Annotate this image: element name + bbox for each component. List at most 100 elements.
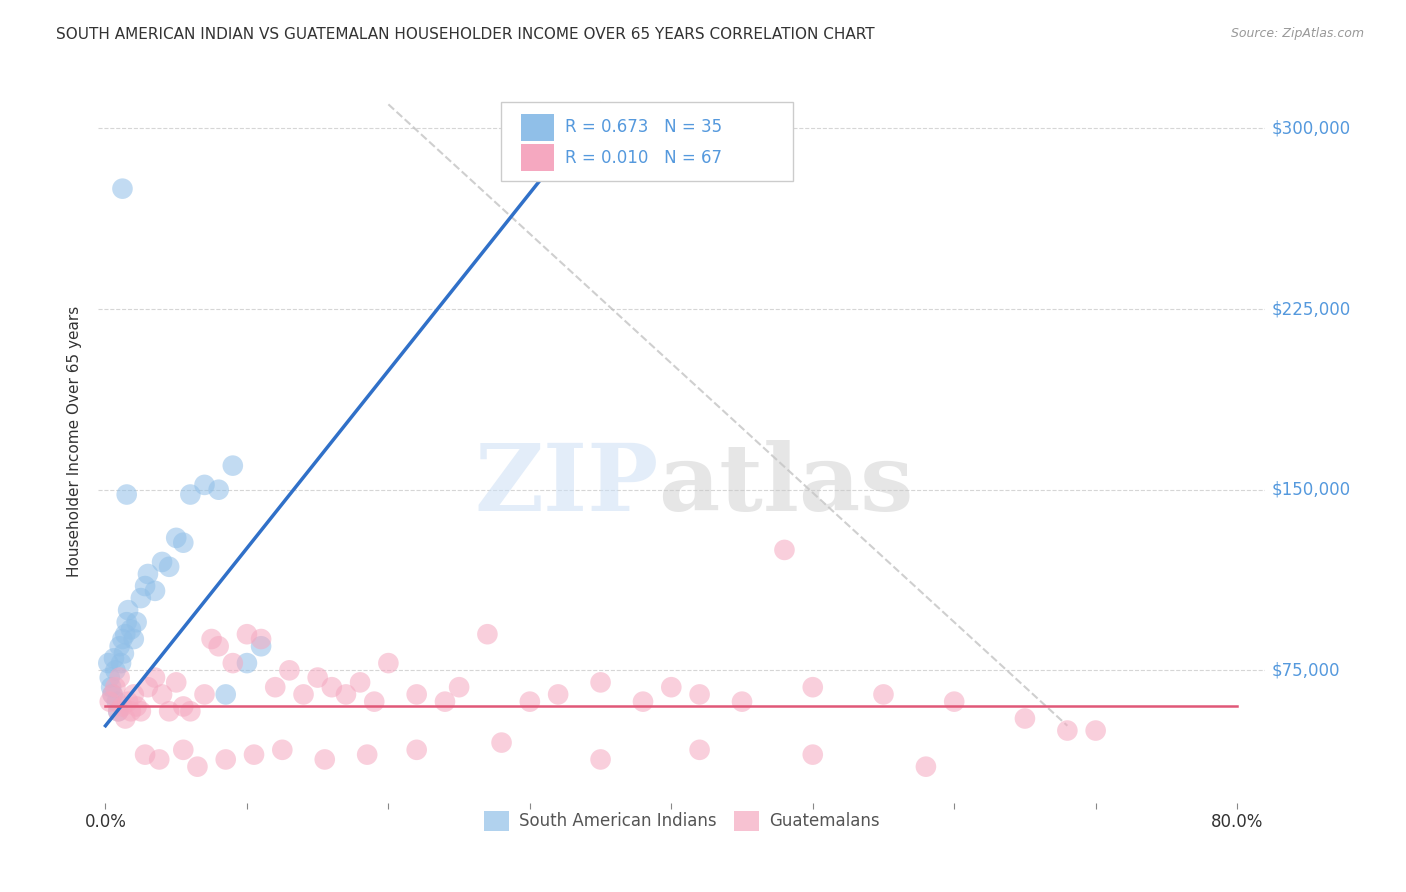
Point xyxy=(491,735,513,749)
Point xyxy=(179,704,201,718)
Point xyxy=(801,747,824,762)
Point xyxy=(314,752,336,766)
Point xyxy=(148,752,170,766)
Text: SOUTH AMERICAN INDIAN VS GUATEMALAN HOUSEHOLDER INCOME OVER 65 YEARS CORRELATION: SOUTH AMERICAN INDIAN VS GUATEMALAN HOUS… xyxy=(56,27,875,42)
FancyBboxPatch shape xyxy=(501,102,793,181)
Point xyxy=(405,743,427,757)
Point xyxy=(222,656,245,670)
Point xyxy=(98,695,121,709)
Point xyxy=(1014,712,1036,726)
Point xyxy=(215,687,238,701)
Point xyxy=(111,699,134,714)
Point xyxy=(689,687,711,701)
Point xyxy=(200,632,222,646)
Point xyxy=(172,699,194,714)
Point xyxy=(433,695,456,709)
Point xyxy=(105,695,128,709)
Point xyxy=(915,760,938,774)
Point xyxy=(104,680,127,694)
Point xyxy=(107,704,129,718)
Point xyxy=(136,680,159,694)
Point xyxy=(689,743,711,757)
Point xyxy=(143,583,166,598)
Point xyxy=(108,671,131,685)
Point xyxy=(186,760,208,774)
Point xyxy=(150,687,173,701)
Point xyxy=(1056,723,1078,738)
Point xyxy=(659,680,682,694)
Text: $150,000: $150,000 xyxy=(1271,481,1350,499)
Point xyxy=(157,559,180,574)
Point xyxy=(115,487,138,501)
Point xyxy=(377,656,399,670)
Point xyxy=(773,542,796,557)
Point xyxy=(731,695,754,709)
Text: R = 0.673   N = 35: R = 0.673 N = 35 xyxy=(565,119,723,136)
Point xyxy=(321,680,343,694)
Point xyxy=(363,695,385,709)
Point xyxy=(215,752,238,766)
Point xyxy=(120,623,142,637)
Point xyxy=(278,664,301,678)
Point xyxy=(236,656,259,670)
Point xyxy=(589,675,612,690)
Point xyxy=(449,680,471,694)
Point xyxy=(122,687,145,701)
Point xyxy=(271,743,294,757)
Point xyxy=(115,615,138,630)
Point xyxy=(125,699,148,714)
Point xyxy=(264,680,287,694)
Point xyxy=(165,675,187,690)
Point xyxy=(872,687,894,701)
FancyBboxPatch shape xyxy=(520,113,554,141)
Text: $75,000: $75,000 xyxy=(1271,661,1340,680)
Point xyxy=(129,704,152,718)
Point xyxy=(104,664,127,678)
Point xyxy=(101,687,124,701)
Point xyxy=(349,675,371,690)
Point xyxy=(236,627,259,641)
Text: atlas: atlas xyxy=(658,440,914,530)
Point xyxy=(222,458,245,473)
Point xyxy=(136,567,159,582)
Legend: South American Indians, Guatemalans: South American Indians, Guatemalans xyxy=(478,805,886,838)
Point xyxy=(405,687,427,701)
Point xyxy=(143,671,166,685)
Point xyxy=(943,695,966,709)
Point xyxy=(103,651,125,665)
Point xyxy=(589,752,612,766)
Point xyxy=(547,687,569,701)
FancyBboxPatch shape xyxy=(520,144,554,171)
Text: $225,000: $225,000 xyxy=(1271,300,1351,318)
Point xyxy=(129,591,152,606)
Point xyxy=(114,627,136,641)
Point xyxy=(801,680,824,694)
Point xyxy=(193,687,215,701)
Point xyxy=(172,535,194,549)
Point xyxy=(97,656,120,670)
Point xyxy=(250,632,273,646)
Text: Source: ZipAtlas.com: Source: ZipAtlas.com xyxy=(1230,27,1364,40)
Point xyxy=(179,487,201,501)
Point xyxy=(120,704,142,718)
Point xyxy=(335,687,357,701)
Point xyxy=(134,747,156,762)
Text: $300,000: $300,000 xyxy=(1271,120,1350,137)
Point xyxy=(243,747,266,762)
Point xyxy=(101,687,124,701)
Point xyxy=(250,639,273,653)
Point xyxy=(122,632,145,646)
Point xyxy=(519,695,541,709)
Point xyxy=(208,483,231,497)
Point xyxy=(114,712,136,726)
Point xyxy=(477,627,499,641)
Point xyxy=(356,747,378,762)
Point xyxy=(110,656,132,670)
Point xyxy=(111,182,134,196)
Y-axis label: Householder Income Over 65 years: Householder Income Over 65 years xyxy=(67,306,83,577)
Point xyxy=(134,579,156,593)
Point xyxy=(111,632,134,646)
Point xyxy=(193,478,215,492)
Point xyxy=(208,639,231,653)
Point xyxy=(100,680,122,694)
